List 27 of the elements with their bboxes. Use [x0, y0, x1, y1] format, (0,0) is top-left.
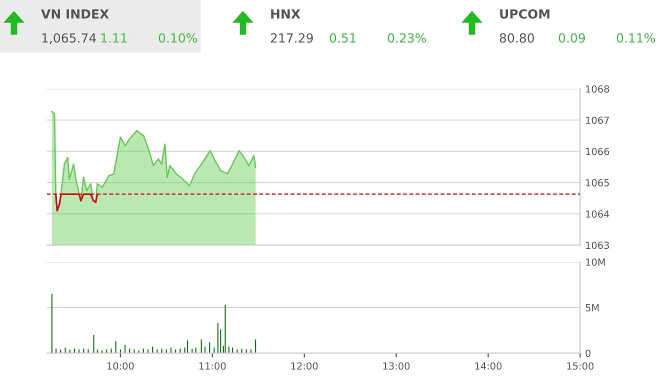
y-tick-label: 0: [586, 350, 591, 357]
text: 0.51: [330, 33, 356, 43]
x-tick-label: 15:00: [567, 362, 594, 370]
text: UPCOM: [500, 9, 550, 19]
text: 0.23%: [388, 33, 426, 43]
text: 0.11%: [616, 33, 656, 43]
y-tick-label: 5M: [586, 304, 599, 312]
x-tick-label: 14:00: [475, 362, 502, 370]
x-tick-label: 10:00: [107, 362, 134, 370]
y-tick-label: 1068: [586, 85, 610, 93]
text: 0.10%: [158, 33, 198, 43]
x-tick-label: 13:00: [383, 362, 410, 370]
y-tick-label: 1067: [586, 116, 609, 124]
x-tick-label: 12:00: [291, 362, 318, 370]
y-tick-label: 1066: [586, 148, 610, 156]
text: HNX: [271, 9, 300, 18]
text: 80.80: [500, 33, 534, 43]
text: 217.29: [270, 33, 313, 43]
y-tick-label: 1063: [586, 242, 609, 249]
y-tick-label: 1064: [586, 210, 610, 218]
x-tick-label: 11:00: [199, 362, 226, 370]
y-tick-label: 1065: [586, 179, 609, 186]
text: 1,065.74: [42, 33, 96, 44]
text: VN INDEX: [41, 9, 109, 18]
text: 1.11: [101, 33, 127, 43]
y-tick-label: 10M: [586, 258, 605, 266]
text: 0.09: [558, 33, 585, 43]
